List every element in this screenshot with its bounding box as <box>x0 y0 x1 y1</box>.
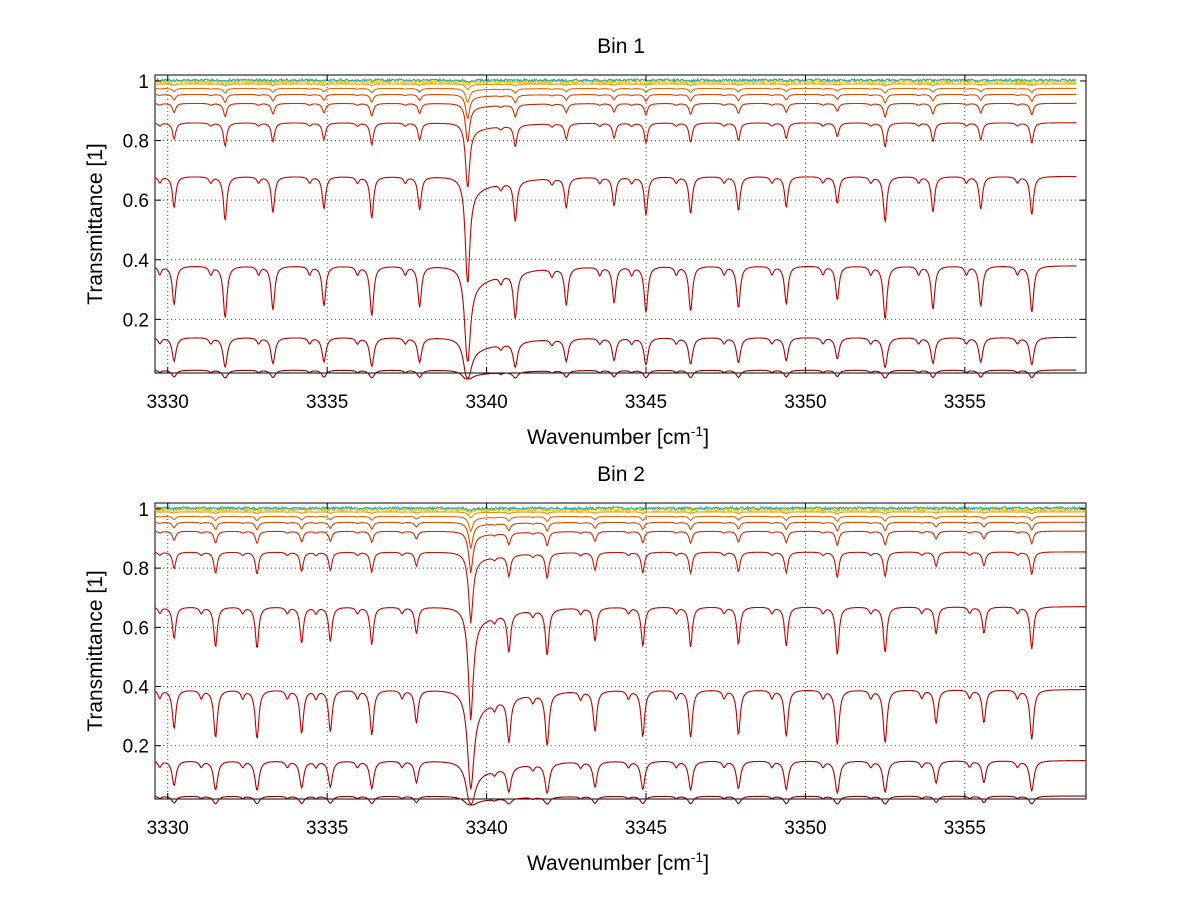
series-line <box>154 77 1077 84</box>
x-tick-label: 3350 <box>784 392 826 413</box>
x-tick-label: 3355 <box>944 818 986 839</box>
y-tick-label: 0.4 <box>123 251 150 272</box>
series-line <box>154 551 1086 624</box>
plot-area <box>154 74 1087 374</box>
series-line <box>154 265 1077 362</box>
axis-ticks: 3330 3335 3340 3345 3350 3355 0.2 0.4 0.6 0.8 1 <box>123 72 1086 413</box>
x-axis-label: Wavenumber [cm-1] <box>527 423 709 449</box>
x-tick-label: 3345 <box>625 818 667 839</box>
chart-title: Bin 1 <box>597 35 645 58</box>
series-line <box>154 336 1077 379</box>
series-line <box>154 87 1077 103</box>
y-tick-label: 0.2 <box>123 737 149 758</box>
x-tick-label: 3340 <box>465 818 507 839</box>
series-group <box>154 505 1087 806</box>
x-tick-label: 3340 <box>465 392 507 413</box>
chart-panel-bin-1: Bin 1 3330 3335 3340 3345 3350 3355 0.2 0.4 0.6 0… <box>84 35 1087 449</box>
y-tick-label: 0.8 <box>123 559 149 580</box>
x-tick-label: 3345 <box>625 392 667 413</box>
x-tick-label: 3350 <box>784 818 826 839</box>
series-line <box>154 515 1086 533</box>
series-line <box>154 122 1077 188</box>
grid <box>155 75 1086 373</box>
grid <box>155 503 1086 799</box>
series-line <box>154 795 1086 806</box>
x-tick-label: 3335 <box>306 818 348 839</box>
series-group <box>154 77 1077 380</box>
series-line <box>154 505 1087 512</box>
series-line <box>155 521 1086 549</box>
chart-panel-bin-2: Bin 2 3330 3335 3340 3345 3350 3355 0.2 0.4 0.6 0… <box>84 463 1087 875</box>
y-axis-label: Transmittance [1] <box>84 143 107 304</box>
plot-area <box>154 502 1087 800</box>
y-tick-label: 1 <box>138 500 149 521</box>
series-line <box>154 102 1077 143</box>
x-tick-label: 3330 <box>147 392 189 413</box>
y-tick-label: 0.4 <box>123 678 150 699</box>
y-tick-label: 0.8 <box>123 132 149 153</box>
x-tick-label: 3335 <box>306 392 348 413</box>
series-line <box>154 760 1086 805</box>
x-axis-label: Wavenumber [cm-1] <box>527 849 709 875</box>
y-axis-label: Transmittance [1] <box>84 570 107 731</box>
y-tick-label: 0.6 <box>123 191 149 212</box>
series-line <box>155 93 1077 119</box>
y-tick-label: 1 <box>138 72 149 93</box>
x-tick-label: 3330 <box>147 818 189 839</box>
series-line <box>154 175 1077 283</box>
chart-title: Bin 2 <box>597 463 645 486</box>
series-line <box>154 606 1086 721</box>
series-line <box>154 689 1086 790</box>
y-tick-label: 0.2 <box>123 310 149 331</box>
series-line <box>154 530 1086 574</box>
series-line <box>155 511 1086 519</box>
series-line <box>155 83 1077 91</box>
x-tick-label: 3355 <box>944 392 986 413</box>
series-line <box>154 369 1077 380</box>
axis-ticks: 3330 3335 3340 3345 3350 3355 0.2 0.4 0.6 0.8 1 <box>123 500 1086 839</box>
y-tick-label: 0.6 <box>123 618 149 639</box>
